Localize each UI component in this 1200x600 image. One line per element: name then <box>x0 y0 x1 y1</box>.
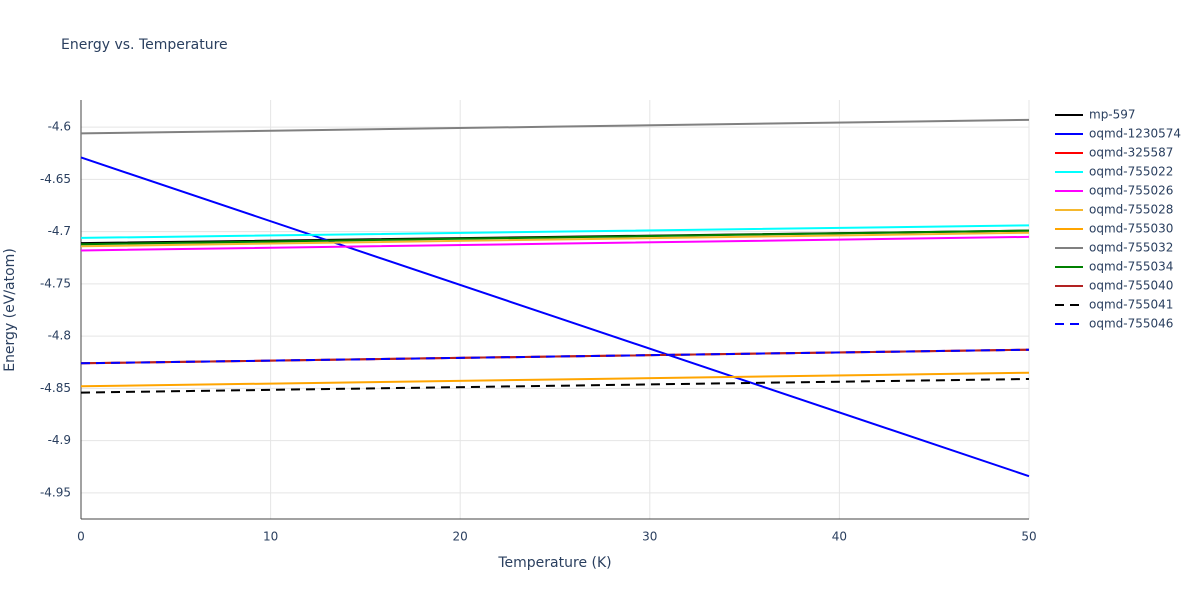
series-line <box>80 224 1030 239</box>
y-axis-title: Energy (eV/atom) <box>2 248 18 372</box>
series-line <box>80 118 1030 135</box>
x-tick-label: 10 <box>263 530 278 544</box>
y-tick-label: -4.7 <box>48 224 71 238</box>
legend-text: oqmd-755028 <box>1089 203 1173 217</box>
x-tick-label: 20 <box>453 530 468 544</box>
x-tick-label: 50 <box>1021 530 1036 544</box>
series-line <box>80 348 1030 365</box>
legend-text: mp-597 <box>1089 108 1136 122</box>
legend-text: oqmd-755034 <box>1089 260 1173 274</box>
legend-text: oqmd-755041 <box>1089 298 1173 312</box>
x-axis-title: Temperature (K) <box>497 555 611 571</box>
chart-title: Energy vs. Temperature <box>61 37 228 53</box>
series-line <box>80 156 1030 478</box>
y-tick-label: -4.65 <box>40 172 71 186</box>
y-tick-label: -4.6 <box>48 120 71 134</box>
y-tick-label: -4.8 <box>48 329 71 343</box>
legend-text: oqmd-755022 <box>1089 165 1173 179</box>
y-tick-label: -4.95 <box>40 485 71 499</box>
series-line <box>80 229 1030 246</box>
series-line <box>80 377 1030 394</box>
y-tick-label: -4.85 <box>40 381 71 395</box>
legend-text: oqmd-755040 <box>1089 279 1173 293</box>
y-tick-label: -4.9 <box>48 433 71 447</box>
x-tick-label: 40 <box>832 530 847 544</box>
series-line <box>80 371 1030 388</box>
legend-text: oqmd-755032 <box>1089 241 1173 255</box>
x-tick-label: 30 <box>642 530 657 544</box>
legend-text: oqmd-1230574 <box>1089 127 1181 141</box>
y-tick-label: -4.75 <box>40 276 71 290</box>
series-line <box>80 235 1030 252</box>
series-line <box>80 231 1030 248</box>
x-tick-label: 0 <box>77 530 85 544</box>
legend-text: oqmd-755030 <box>1089 222 1173 236</box>
legend-text: oqmd-755046 <box>1089 317 1173 331</box>
legend-text: oqmd-755026 <box>1089 184 1173 198</box>
legend-text: oqmd-325587 <box>1089 146 1173 160</box>
